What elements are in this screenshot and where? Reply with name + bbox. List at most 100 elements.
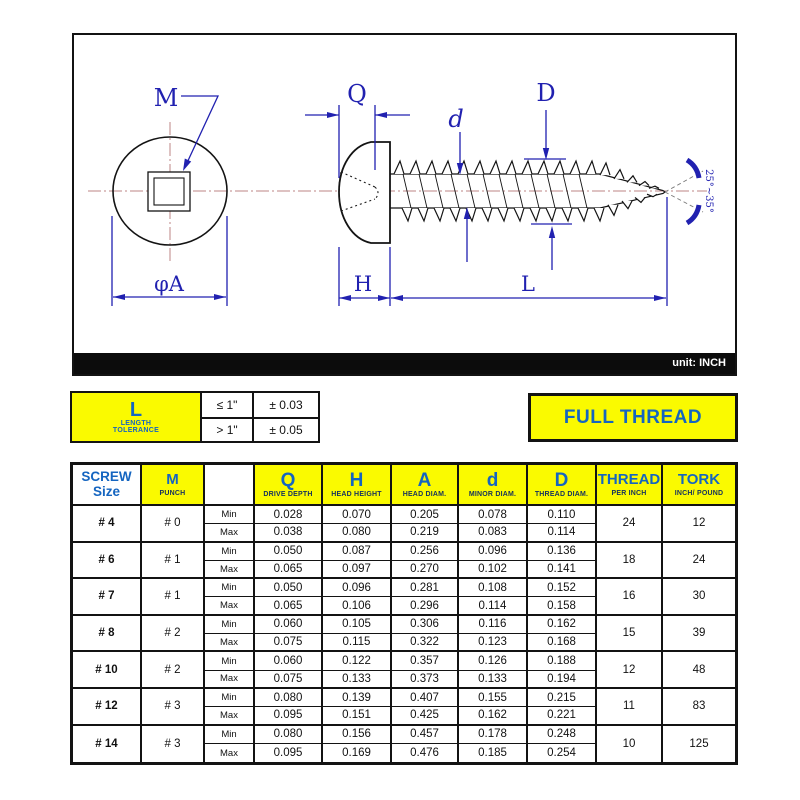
value-cell: 0.139 bbox=[323, 688, 392, 708]
technical-drawing-box: M φA Q d D H L bbox=[72, 33, 737, 376]
value-cell: 0.248 bbox=[528, 725, 597, 744]
value-cell: 0.162 bbox=[528, 615, 597, 635]
value-cell: 0.065 bbox=[255, 597, 323, 616]
minmax-label-cell: Max bbox=[205, 743, 255, 763]
value-cell: 0.116 bbox=[459, 615, 528, 635]
value-cell: 0.096 bbox=[459, 542, 528, 561]
col-header-d: d MINOR DIAM. bbox=[459, 465, 528, 506]
phi-a-left-arrowhead bbox=[113, 294, 125, 300]
value-cell: 0.122 bbox=[323, 652, 392, 671]
minmax-label-cell: Max bbox=[205, 597, 255, 616]
tolerance-subtitle-line2: TOLERANCE bbox=[112, 427, 160, 434]
value-cell: 0.221 bbox=[528, 707, 597, 726]
col-header-q: Q DRIVE DEPTH bbox=[255, 465, 323, 506]
value-cell: 0.110 bbox=[528, 506, 597, 525]
value-cell: 0.114 bbox=[459, 597, 528, 616]
value-cell: 0.075 bbox=[255, 634, 323, 653]
dd-down-arrowhead bbox=[542, 148, 550, 160]
col-header-m-punch: M PUNCH bbox=[142, 465, 205, 506]
minmax-label-cell: Max bbox=[205, 634, 255, 653]
value-cell: 0.133 bbox=[459, 670, 528, 689]
minmax-label-cell: Max bbox=[205, 707, 255, 726]
thread-per-inch-cell: 24 bbox=[597, 506, 663, 543]
screw-size-cell: # 8 bbox=[73, 615, 142, 653]
col-header-minmax bbox=[205, 465, 255, 506]
value-cell: 0.281 bbox=[392, 579, 459, 598]
value-cell: 0.108 bbox=[459, 579, 528, 598]
punch-cell: # 0 bbox=[142, 506, 205, 543]
value-cell: 0.105 bbox=[323, 615, 392, 635]
value-cell: 0.188 bbox=[528, 652, 597, 671]
head-side-profile bbox=[338, 141, 391, 244]
dd-up-arrowhead bbox=[548, 226, 556, 238]
screw-size-cell: # 10 bbox=[73, 652, 142, 689]
value-cell: 0.185 bbox=[459, 743, 528, 763]
tip-angle-upper-arc bbox=[685, 157, 702, 179]
value-cell: 0.060 bbox=[255, 615, 323, 635]
value-cell: 0.095 bbox=[255, 707, 323, 726]
d-minor-label: d bbox=[448, 105, 463, 133]
tolerance-condition-1: ≤ 1" bbox=[200, 393, 252, 417]
value-cell: 0.114 bbox=[528, 524, 597, 543]
q-label: Q bbox=[347, 80, 367, 108]
screw-size-cell: # 12 bbox=[73, 688, 142, 726]
value-cell: 0.169 bbox=[323, 743, 392, 763]
col-header-dd: D THREAD DIAM. bbox=[528, 465, 597, 506]
value-cell: 0.102 bbox=[459, 560, 528, 580]
col-header-screw-size: SCREW Size bbox=[73, 465, 142, 506]
tolerance-condition-2: > 1" bbox=[200, 417, 252, 441]
value-cell: 0.141 bbox=[528, 560, 597, 580]
col-header-thread: THREAD PER INCH bbox=[597, 465, 663, 506]
value-cell: 0.136 bbox=[528, 542, 597, 561]
tolerance-value-2: ± 0.05 bbox=[252, 417, 318, 441]
spec-table: SCREW Size M PUNCH Q DRIVE DEPTH H HEAD … bbox=[70, 462, 738, 766]
value-cell: 0.080 bbox=[323, 524, 392, 543]
l-left-arrowhead bbox=[391, 295, 403, 301]
value-cell: 0.425 bbox=[392, 707, 459, 726]
col-header-tork: TORK INCH/ POUND bbox=[663, 465, 735, 506]
screw-size-cell: # 7 bbox=[73, 579, 142, 616]
value-cell: 0.106 bbox=[323, 597, 392, 616]
thread-zigzag bbox=[393, 159, 660, 223]
m-label: M bbox=[154, 84, 179, 112]
tork-cell: 30 bbox=[663, 579, 735, 616]
h-left-arrowhead bbox=[339, 295, 351, 301]
value-cell: 0.060 bbox=[255, 652, 323, 671]
value-cell: 0.357 bbox=[392, 652, 459, 671]
minmax-label-cell: Min bbox=[205, 615, 255, 635]
value-cell: 0.050 bbox=[255, 542, 323, 561]
tork-cell: 48 bbox=[663, 652, 735, 689]
unit-bar: unit: INCH bbox=[74, 353, 735, 374]
tolerance-l-symbol: L bbox=[129, 398, 143, 421]
full-thread-badge: FULL THREAD bbox=[528, 393, 738, 442]
m-leader-arrowhead bbox=[183, 158, 192, 171]
value-cell: 0.095 bbox=[255, 743, 323, 763]
value-cell: 0.080 bbox=[255, 725, 323, 744]
punch-cell: # 1 bbox=[142, 579, 205, 616]
value-cell: 0.097 bbox=[323, 560, 392, 580]
value-cell: 0.133 bbox=[323, 670, 392, 689]
value-cell: 0.178 bbox=[459, 725, 528, 744]
h-right-arrowhead bbox=[378, 295, 390, 301]
d-down-arrowhead bbox=[456, 163, 464, 175]
value-cell: 0.038 bbox=[255, 524, 323, 543]
value-cell: 0.078 bbox=[459, 506, 528, 525]
value-cell: 0.155 bbox=[459, 688, 528, 708]
value-cell: 0.322 bbox=[392, 634, 459, 653]
tork-cell: 39 bbox=[663, 616, 735, 653]
thread-per-inch-cell: 11 bbox=[597, 688, 663, 726]
value-cell: 0.215 bbox=[528, 688, 597, 708]
value-cell: 0.296 bbox=[392, 597, 459, 616]
value-cell: 0.407 bbox=[392, 688, 459, 708]
value-cell: 0.075 bbox=[255, 670, 323, 689]
minmax-label-cell: Max bbox=[205, 670, 255, 689]
head-front-view-circle bbox=[112, 136, 228, 246]
value-cell: 0.115 bbox=[323, 634, 392, 653]
value-cell: 0.205 bbox=[392, 506, 459, 525]
screw-size-cell: # 6 bbox=[73, 542, 142, 580]
dd-thread-dimension-lines bbox=[524, 110, 572, 270]
value-cell: 0.156 bbox=[323, 725, 392, 744]
value-cell: 0.126 bbox=[459, 652, 528, 671]
tork-cell: 24 bbox=[663, 543, 735, 580]
l-label: L bbox=[521, 272, 535, 296]
